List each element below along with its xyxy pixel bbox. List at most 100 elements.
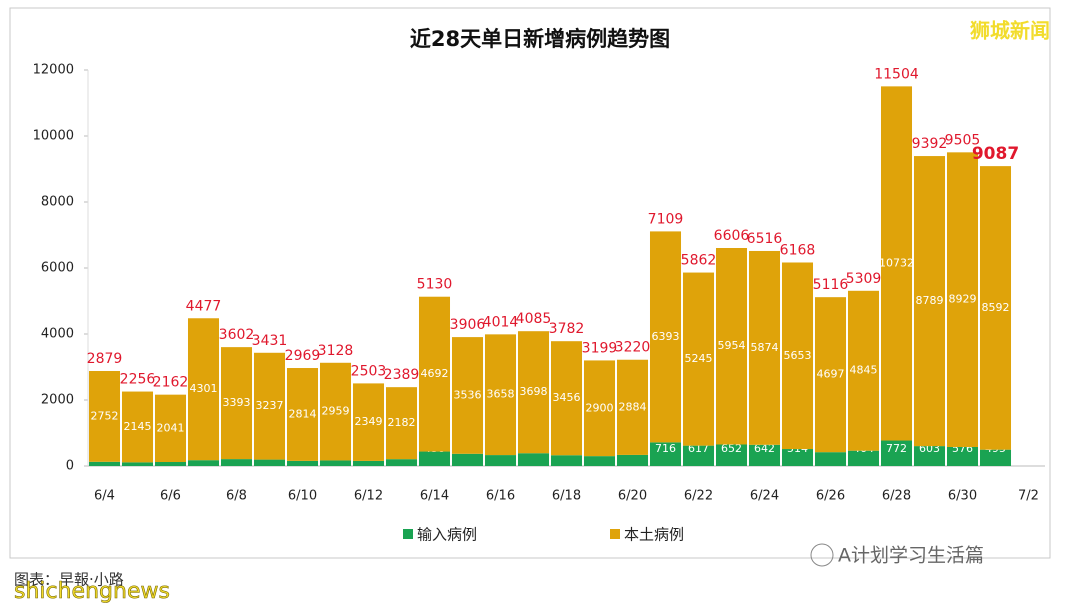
x-tick-label: 6/16: [486, 489, 515, 504]
value-label: 716: [655, 442, 676, 455]
value-label: 772: [886, 442, 907, 455]
value-label: 5954: [718, 339, 746, 352]
total-label: 9392: [912, 136, 948, 152]
value-label: 3456: [553, 391, 581, 404]
bar-segment: [352, 460, 385, 466]
bar-segment: [880, 86, 913, 441]
value-label: 642: [754, 442, 775, 455]
total-label: 9087: [972, 144, 1019, 164]
total-label: 3128: [318, 343, 354, 359]
value-label: 3698: [520, 385, 548, 398]
value-label: 2752: [91, 409, 119, 422]
bar-segment: [253, 352, 286, 460]
bar-segment: [484, 334, 517, 456]
bar-segment: [319, 362, 352, 461]
total-label: 5309: [846, 271, 882, 287]
bar-segment: [418, 296, 451, 452]
bar-segment: [946, 152, 979, 447]
bar-segment: [616, 359, 649, 455]
value-label: 2182: [388, 416, 416, 429]
bar-segment: [385, 459, 418, 466]
bar-segment: [187, 318, 220, 461]
y-tick-label: 4000: [41, 327, 74, 342]
bar-segment: [286, 368, 319, 461]
total-label: 2969: [285, 348, 321, 364]
bar-segment: [451, 453, 484, 466]
total-label: 2879: [87, 351, 123, 367]
y-tick-label: 10000: [33, 129, 74, 144]
bar-segment: [979, 166, 1012, 450]
total-label: 4014: [483, 314, 519, 330]
x-tick-label: 6/8: [226, 489, 247, 504]
bar-segment: [220, 459, 253, 466]
bar-segment: [121, 391, 154, 463]
brand-watermark: 狮城新闻: [970, 19, 1050, 43]
bar-segment: [649, 231, 682, 443]
value-label: 8789: [916, 294, 944, 307]
bar-segment: [583, 456, 616, 466]
bar-segment: [913, 156, 946, 447]
bar-segment: [583, 360, 616, 457]
total-label: 3199: [582, 340, 618, 356]
bar-segment: [385, 387, 418, 460]
bar-segment: [880, 440, 913, 466]
bar-segment: [979, 449, 1012, 466]
bar-segment: [484, 455, 517, 466]
legend-swatch: [610, 529, 620, 539]
value-label: 652: [721, 442, 742, 455]
total-label: 4477: [186, 298, 222, 314]
total-label: 3906: [450, 317, 486, 333]
total-label: 2162: [153, 375, 189, 391]
x-tick-label: 6/4: [94, 489, 115, 504]
bar-segment: [88, 370, 121, 462]
value-label: 2884: [619, 400, 647, 413]
value-label: 8592: [982, 301, 1010, 314]
value-label: 4845: [850, 364, 878, 377]
bar-segment: [847, 450, 880, 466]
total-label: 2256: [120, 372, 156, 388]
bar-segment: [814, 452, 847, 466]
value-label: 3237: [256, 399, 284, 412]
value-label: 4692: [421, 367, 449, 380]
total-label: 3602: [219, 327, 255, 343]
bar-segment: [352, 383, 385, 461]
x-tick-label: 6/18: [552, 489, 581, 504]
legend-swatch: [403, 529, 413, 539]
value-label: 2900: [586, 401, 614, 414]
total-label: 3220: [615, 340, 651, 356]
credit: 图表：早報·小路: [14, 571, 124, 589]
bar-segment: [517, 453, 550, 466]
bar-segment: [682, 272, 715, 446]
bar-segment: [154, 394, 187, 463]
account-watermark: A计划学习生活篇: [838, 545, 984, 567]
total-label: 3431: [252, 333, 288, 349]
bar-segment: [121, 462, 154, 466]
bar-segment: [814, 297, 847, 453]
total-label: 6606: [714, 228, 750, 244]
total-label: 11504: [874, 66, 919, 82]
x-tick-label: 6/28: [882, 489, 911, 504]
bar-segment: [781, 262, 814, 450]
total-label: 5116: [813, 277, 849, 293]
x-tick-label: 6/20: [618, 489, 647, 504]
value-label: 5874: [751, 341, 779, 354]
legend-label: 本土病例: [624, 526, 684, 544]
y-tick-label: 2000: [41, 393, 74, 408]
value-label: 2145: [124, 420, 152, 433]
x-tick-label: 6/10: [288, 489, 317, 504]
value-label: 2814: [289, 407, 317, 420]
total-label: 6516: [747, 231, 783, 247]
bar-segment: [616, 454, 649, 466]
total-label: 5130: [417, 277, 453, 293]
x-tick-label: 6/12: [354, 489, 383, 504]
bar-segment: [715, 444, 748, 466]
total-label: 6168: [780, 242, 816, 258]
bar-segment: [550, 341, 583, 456]
bar-segment: [220, 347, 253, 460]
total-label: 5862: [681, 253, 717, 269]
value-label: 4697: [817, 368, 845, 381]
bar-segment: [319, 460, 352, 466]
bar-segment: [451, 337, 484, 454]
bar-segment: [154, 462, 187, 466]
bar-segment: [946, 446, 979, 466]
